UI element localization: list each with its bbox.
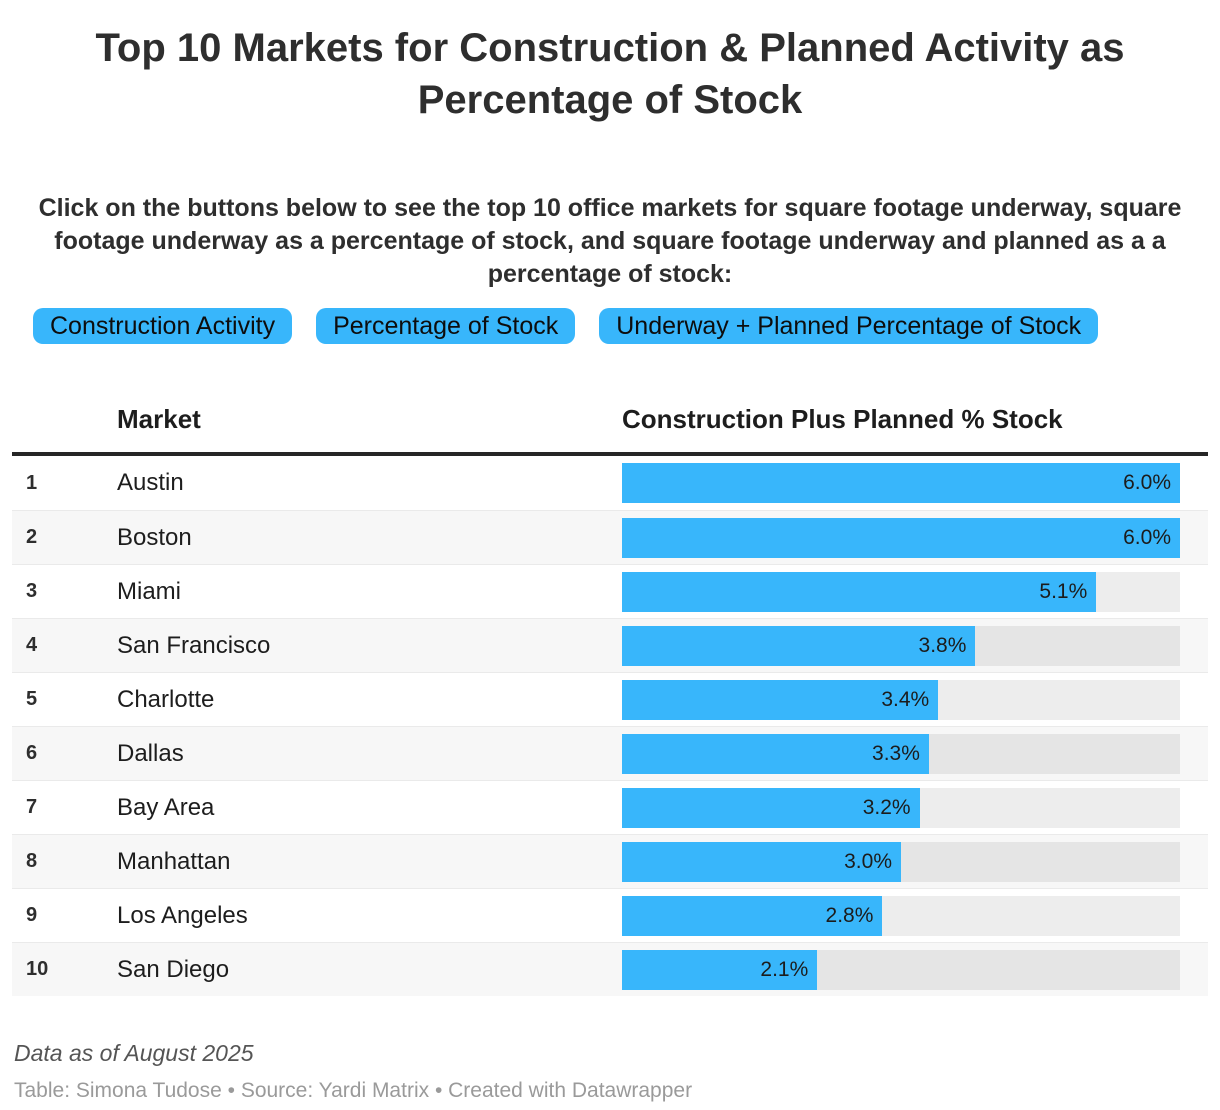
chart-title: Top 10 Markets for Construction & Planne…	[95, 26, 1125, 122]
row-bar-cell: 2.1%	[622, 949, 1208, 990]
view-toggle-buttons: Construction Activity Percentage of Stoc…	[33, 308, 1220, 344]
row-market-name: Dallas	[117, 739, 184, 767]
table-row: 10 San Diego 2.1%	[12, 942, 1208, 996]
row-bar-cell: 6.0%	[622, 517, 1208, 558]
bar-track: 2.8%	[622, 895, 1180, 936]
table-row: 9 Los Angeles 2.8%	[12, 888, 1208, 942]
table-row: 6 Dallas 3.3%	[12, 726, 1208, 780]
row-market-name: Boston	[117, 523, 192, 551]
bar-value-label: 3.4%	[881, 687, 930, 711]
bar-value-label: 2.1%	[760, 957, 809, 981]
value-bar: 3.2%	[622, 787, 920, 828]
source-credits: Table: Simona Tudose • Source: Yardi Mat…	[14, 1079, 693, 1102]
bar-track: 6.0%	[622, 517, 1180, 558]
bar-track: 6.0%	[622, 463, 1180, 503]
row-rank: 10	[26, 958, 49, 980]
row-bar-cell: 3.3%	[622, 733, 1208, 774]
row-market-name: Manhattan	[117, 847, 231, 875]
bar-value-label: 3.2%	[862, 795, 911, 819]
bar-track: 3.0%	[622, 841, 1180, 882]
bar-track: 3.2%	[622, 787, 1180, 828]
value-bar: 6.0%	[622, 463, 1180, 503]
bar-track: 5.1%	[622, 571, 1180, 612]
value-bar: 3.0%	[622, 841, 901, 882]
row-bar-cell: 3.4%	[622, 679, 1208, 720]
table-header-row: Market Construction Plus Planned % Stock	[12, 404, 1208, 456]
row-market-name: Charlotte	[117, 685, 215, 713]
table-body: 1 Austin 6.0% 2 Boston 6.0% 3	[12, 456, 1208, 996]
row-rank: 6	[26, 742, 38, 764]
bar-value-label: 6.0%	[1123, 525, 1171, 549]
bar-value-label: 5.1%	[1039, 579, 1088, 603]
row-market-name: San Francisco	[117, 631, 271, 659]
data-as-of-note: Data as of August 2025	[14, 1040, 254, 1066]
row-rank: 7	[26, 796, 38, 818]
row-rank: 4	[26, 634, 38, 656]
row-rank: 3	[26, 580, 38, 602]
value-bar: 3.3%	[622, 733, 929, 774]
value-bar: 2.1%	[622, 949, 818, 990]
bar-value-label: 3.0%	[844, 849, 892, 873]
bar-value-label: 2.8%	[825, 903, 874, 927]
row-bar-cell: 3.8%	[622, 625, 1208, 666]
row-bar-cell: 2.8%	[622, 895, 1208, 936]
value-column-header: Construction Plus Planned % Stock	[622, 404, 1063, 434]
bar-value-label: 6.0%	[1123, 471, 1171, 494]
table-row: 1 Austin 6.0%	[12, 456, 1208, 510]
row-market-name: Austin	[117, 469, 184, 496]
table-row: 3 Miami 5.1%	[12, 564, 1208, 618]
value-bar: 6.0%	[622, 517, 1180, 558]
underway-planned-percentage-button[interactable]: Underway + Planned Percentage of Stock	[599, 308, 1099, 344]
row-bar-cell: 6.0%	[622, 463, 1208, 503]
row-bar-cell: 5.1%	[622, 571, 1208, 612]
row-bar-cell: 3.0%	[622, 841, 1208, 882]
row-market-name: Miami	[117, 577, 181, 605]
bar-track: 3.8%	[622, 625, 1180, 666]
table-row: 8 Manhattan 3.0%	[12, 834, 1208, 888]
bar-track: 2.1%	[622, 949, 1180, 990]
table-row: 7 Bay Area 3.2%	[12, 780, 1208, 834]
bar-track: 3.4%	[622, 679, 1180, 720]
row-rank: 9	[26, 904, 38, 926]
market-column-header: Market	[117, 404, 201, 434]
row-rank: 8	[26, 850, 38, 872]
row-rank: 2	[26, 526, 38, 548]
value-bar: 3.8%	[622, 625, 976, 666]
value-bar: 2.8%	[622, 895, 883, 936]
row-market-name: Los Angeles	[117, 901, 248, 929]
row-market-name: San Diego	[117, 955, 230, 983]
value-bar: 5.1%	[622, 571, 1097, 612]
table-row: 5 Charlotte 3.4%	[12, 672, 1208, 726]
construction-activity-button[interactable]: Construction Activity	[33, 308, 293, 344]
bar-value-label: 3.3%	[872, 741, 920, 765]
row-market-name: Bay Area	[117, 793, 215, 821]
markets-table: Market Construction Plus Planned % Stock…	[12, 404, 1208, 996]
chart-footer: Data as of August 2025 Table: Simona Tud…	[14, 1040, 1220, 1103]
percentage-of-stock-button[interactable]: Percentage of Stock	[316, 308, 576, 344]
value-bar: 3.4%	[622, 679, 939, 720]
bar-track: 3.3%	[622, 733, 1180, 774]
chart-description: Click on the buttons below to see the to…	[38, 194, 1182, 288]
table-row: 4 San Francisco 3.8%	[12, 618, 1208, 672]
table-row: 2 Boston 6.0%	[12, 510, 1208, 564]
row-rank: 1	[26, 471, 38, 494]
bar-value-label: 3.8%	[918, 633, 967, 657]
row-bar-cell: 3.2%	[622, 787, 1208, 828]
row-rank: 5	[26, 688, 38, 710]
